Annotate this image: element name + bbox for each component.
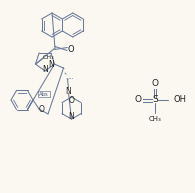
Text: S: S xyxy=(152,96,158,104)
Text: N: N xyxy=(66,87,71,96)
Text: O: O xyxy=(152,80,159,89)
Text: N: N xyxy=(69,112,74,121)
Text: ...: ... xyxy=(67,74,74,80)
Text: OH: OH xyxy=(174,96,187,104)
Text: O: O xyxy=(69,96,74,105)
Text: O: O xyxy=(67,45,74,53)
Text: Abs: Abs xyxy=(39,92,49,97)
Text: CH₃: CH₃ xyxy=(149,116,161,122)
Text: N: N xyxy=(49,60,54,69)
Text: O: O xyxy=(39,106,45,114)
Text: O: O xyxy=(135,96,142,104)
Text: CH₃: CH₃ xyxy=(43,55,54,60)
Text: N: N xyxy=(42,64,48,74)
